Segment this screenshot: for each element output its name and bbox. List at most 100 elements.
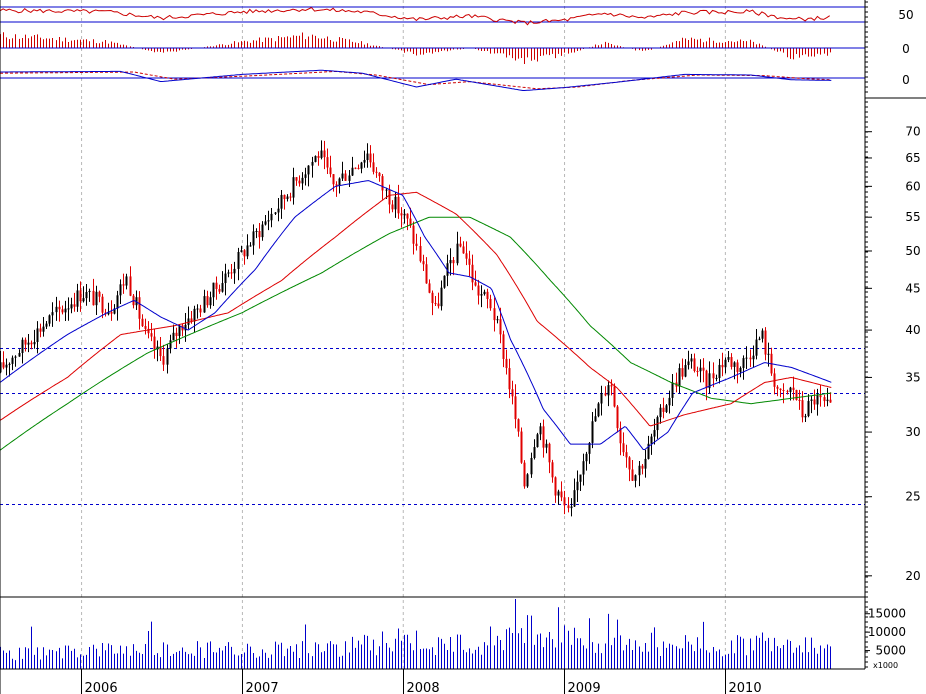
candle [533, 439, 536, 460]
candle-body [184, 324, 187, 331]
candle-body [64, 308, 67, 313]
candle [107, 302, 110, 316]
price-tick-label: 60 [905, 179, 920, 193]
candle [24, 337, 27, 352]
candle [554, 476, 557, 503]
candle [172, 324, 175, 341]
candle-body [604, 393, 607, 396]
candle-body [665, 405, 668, 412]
candle-body [122, 284, 125, 286]
candle-body [736, 362, 739, 372]
candle-body [730, 357, 733, 367]
candle-body [61, 309, 64, 313]
candle-body [255, 231, 258, 233]
candle [486, 288, 489, 309]
candle [782, 383, 785, 404]
candle-body [449, 259, 452, 264]
candle-body [147, 328, 150, 334]
candle [122, 273, 125, 294]
candle-body [499, 319, 502, 335]
candle [795, 389, 798, 401]
price-tick-label: 30 [905, 425, 920, 439]
candle [138, 291, 141, 330]
candle-body [749, 357, 752, 360]
price-axis: 20 25 30 35 40 45 50 55 60 65 70 [865, 125, 921, 583]
candle-body [307, 165, 310, 175]
candle-body [607, 385, 610, 396]
candle [530, 452, 533, 478]
candle-body [215, 282, 218, 290]
candle [187, 306, 190, 330]
candle-body [193, 308, 196, 322]
candle-body [588, 442, 591, 454]
candle-body [338, 178, 341, 186]
candle [576, 470, 579, 502]
time-axis: 2006 2007 2008 2009 2010 [81, 669, 762, 694]
candle-body [514, 396, 517, 420]
candle-body [397, 196, 400, 214]
price-tick-label: 70 [905, 125, 920, 139]
candle [199, 304, 202, 318]
candle [631, 459, 634, 482]
candle [270, 208, 273, 228]
candle [378, 172, 381, 182]
candle-body [807, 400, 810, 417]
candle [758, 336, 761, 341]
candle [64, 300, 67, 321]
candle-body [483, 291, 486, 295]
candle [452, 256, 455, 276]
candle-body [415, 243, 418, 246]
candle-body [298, 180, 301, 184]
candle-body [477, 285, 480, 296]
candle-body [283, 194, 286, 200]
candle-body [671, 382, 674, 398]
candle-body [786, 390, 789, 392]
candle-body [178, 325, 181, 337]
volume-tick-label: 5000 [875, 644, 906, 658]
candle-body [597, 403, 600, 417]
candle [641, 464, 644, 475]
candle [616, 404, 619, 433]
candle [813, 389, 816, 410]
momentum-tick-label: 0 [902, 42, 910, 56]
momentum-panel: 0 [0, 32, 910, 65]
candle [301, 172, 304, 190]
candle-body [579, 474, 582, 482]
candle-body [739, 367, 742, 372]
candle-body [576, 481, 579, 491]
x-tick-label: 2008 [407, 681, 440, 694]
candle-body [101, 296, 104, 313]
candle-body [446, 263, 449, 276]
candle [493, 297, 496, 332]
candle [329, 155, 332, 178]
candle [702, 358, 705, 383]
candle-body [705, 370, 708, 389]
candle-body [702, 367, 705, 371]
candle-body [2, 362, 5, 368]
candle [88, 288, 91, 302]
candle-body [712, 373, 715, 379]
candle [277, 198, 280, 222]
candle [681, 358, 684, 380]
candle-body [8, 363, 11, 365]
candle [687, 350, 690, 370]
candle [653, 418, 656, 445]
candle-body [610, 385, 613, 387]
candle-body [98, 291, 101, 297]
candle [505, 349, 508, 375]
candle [671, 374, 674, 406]
candle-body [493, 308, 496, 321]
candle [341, 161, 344, 181]
candle-body [267, 220, 270, 222]
candle-body [406, 213, 409, 219]
candle [249, 242, 252, 247]
candle-body [486, 291, 489, 299]
candle [150, 322, 153, 342]
candle-body [462, 246, 465, 254]
candle-body [434, 303, 437, 305]
candle-body [480, 294, 483, 296]
candle [397, 184, 400, 219]
candle [613, 383, 616, 408]
candle-body [39, 328, 42, 332]
candle-body [560, 491, 563, 498]
